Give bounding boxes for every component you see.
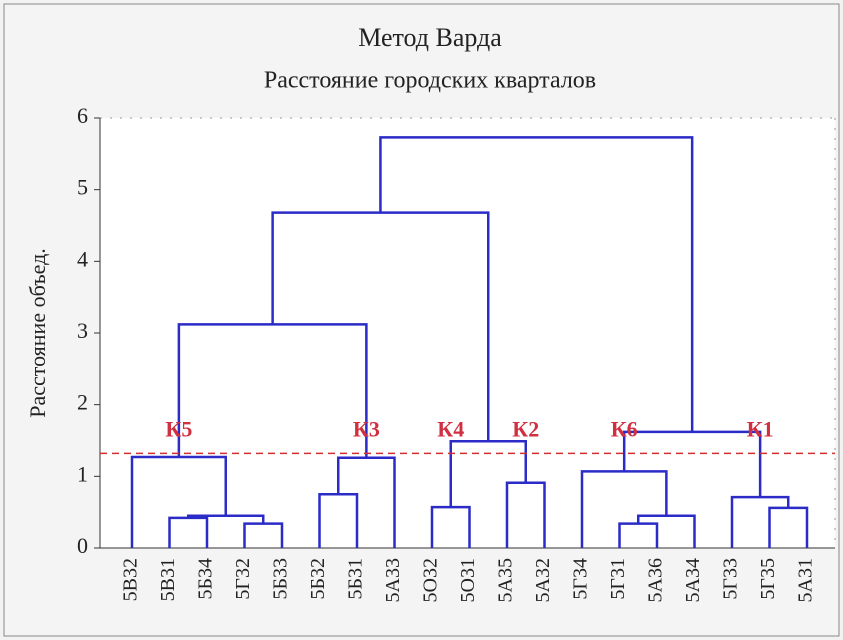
link — [580, 470, 668, 548]
y-tick-label: 6 — [77, 103, 88, 128]
leaf-label: 5Г35 — [757, 558, 779, 600]
y-axis-label: Расстояние объед. — [25, 248, 50, 418]
leaf-label: 5Г34 — [570, 558, 592, 600]
cluster-label: К4 — [437, 416, 464, 441]
y-tick-label: 1 — [77, 461, 88, 486]
y-tick-label: 3 — [77, 318, 88, 343]
cluster-label: К3 — [353, 416, 380, 441]
leaf-label: 5О31 — [457, 558, 479, 602]
cluster-label: К5 — [165, 416, 192, 441]
link — [730, 495, 790, 548]
leaf-label: 5Б33 — [270, 558, 292, 599]
chart-title: Метод Варда — [358, 23, 502, 52]
leaf-label: 5В32 — [120, 558, 142, 601]
leaf-label: 5Б31 — [345, 558, 367, 599]
leaf-label: 5Г31 — [607, 558, 629, 600]
leaf-label: 5А36 — [645, 558, 667, 602]
cluster-label: К2 — [512, 416, 539, 441]
y-tick-label: 5 — [77, 175, 88, 200]
leaf-label: 5Г33 — [720, 558, 742, 600]
leaf-label: 5А32 — [532, 558, 554, 602]
cluster-label: К6 — [611, 416, 638, 441]
leaf-label: 5Б34 — [195, 558, 217, 599]
cluster-label: К1 — [747, 416, 774, 441]
leaf-label: 5А33 — [382, 558, 404, 602]
y-tick-label: 2 — [77, 390, 88, 415]
link — [768, 506, 809, 548]
leaf-label: 5В31 — [157, 558, 179, 601]
leaf-label: 5О32 — [420, 558, 442, 602]
plot-area — [100, 118, 835, 548]
chart-subtitle: Расстояние городских кварталов — [264, 68, 596, 94]
link — [449, 439, 527, 508]
leaf-label: 5А35 — [495, 558, 517, 602]
leaf-label: 5А31 — [795, 558, 817, 602]
y-tick-label: 0 — [77, 533, 88, 558]
link — [379, 136, 694, 432]
leaf-label: 5Б32 — [307, 558, 329, 599]
leaf-label: 5А34 — [682, 558, 704, 602]
leaf-label: 5Г32 — [232, 558, 254, 600]
y-tick-label: 4 — [77, 246, 88, 271]
